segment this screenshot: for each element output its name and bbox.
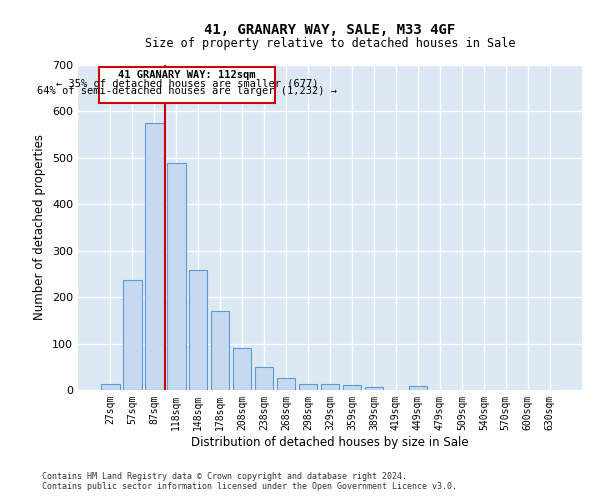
Bar bbox=[145, 123, 164, 390]
Bar bbox=[211, 311, 229, 390]
X-axis label: Distribution of detached houses by size in Sale: Distribution of detached houses by size … bbox=[191, 436, 469, 448]
Bar bbox=[320, 384, 340, 390]
Bar bbox=[167, 162, 185, 390]
Bar bbox=[123, 280, 142, 390]
Text: 41 GRANARY WAY: 112sqm: 41 GRANARY WAY: 112sqm bbox=[118, 70, 256, 80]
Text: 41, GRANARY WAY, SALE, M33 4GF: 41, GRANARY WAY, SALE, M33 4GF bbox=[205, 22, 455, 36]
FancyBboxPatch shape bbox=[99, 68, 275, 103]
Text: Contains HM Land Registry data © Crown copyright and database right 2024.: Contains HM Land Registry data © Crown c… bbox=[42, 472, 407, 481]
Bar bbox=[101, 384, 119, 390]
Bar bbox=[343, 386, 361, 390]
Bar bbox=[365, 387, 383, 390]
Y-axis label: Number of detached properties: Number of detached properties bbox=[34, 134, 46, 320]
Text: Contains public sector information licensed under the Open Government Licence v3: Contains public sector information licen… bbox=[42, 482, 457, 491]
Text: 64% of semi-detached houses are larger (1,232) →: 64% of semi-detached houses are larger (… bbox=[37, 86, 337, 96]
Text: Size of property relative to detached houses in Sale: Size of property relative to detached ho… bbox=[145, 38, 515, 51]
Bar bbox=[409, 386, 427, 390]
Bar bbox=[299, 384, 317, 390]
Text: ← 35% of detached houses are smaller (677): ← 35% of detached houses are smaller (67… bbox=[56, 78, 319, 88]
Bar bbox=[255, 367, 274, 390]
Bar bbox=[233, 348, 251, 390]
Bar bbox=[277, 378, 295, 390]
Bar bbox=[189, 270, 208, 390]
